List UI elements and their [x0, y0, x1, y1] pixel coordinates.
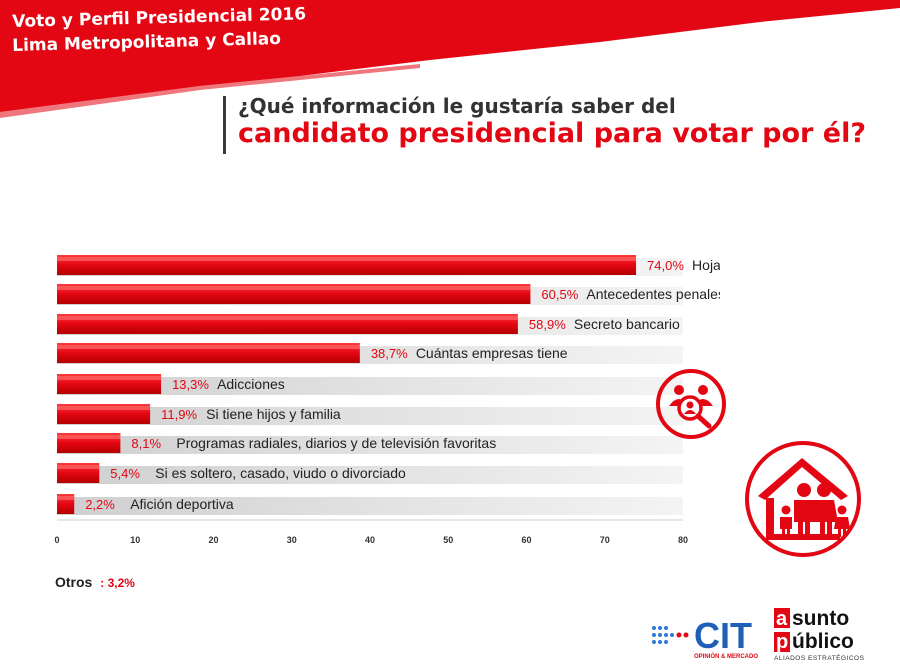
asunto-tagline: ALIADOS ESTRATÉGICOS [774, 653, 865, 662]
people-search-icon [656, 369, 726, 439]
x-tick-label: 80 [678, 535, 688, 545]
x-tick-label: 50 [443, 535, 453, 545]
value-label: 58,9% [529, 317, 566, 332]
x-tick-label: 40 [365, 535, 375, 545]
asunto-word: sunto [792, 607, 849, 630]
value-label: 5,4% [110, 466, 140, 481]
publico-word: úblico [792, 630, 854, 653]
bar-highlight [57, 316, 518, 320]
x-tick-label: 10 [130, 535, 140, 545]
svg-text:p: p [776, 631, 788, 653]
bar-track [57, 466, 683, 484]
value-label: 2,2% [85, 497, 115, 512]
bar-highlight [57, 345, 360, 349]
question-line-2: candidato presidencial para votar por él… [238, 118, 867, 149]
category-label: Secreto bancario [574, 316, 680, 332]
question-divider [223, 96, 226, 154]
svg-text:a: a [776, 608, 788, 630]
value-label: 13,3% [172, 377, 209, 392]
x-tick-label: 70 [600, 535, 610, 545]
bar-highlight [57, 286, 531, 290]
category-label: Adicciones [217, 376, 285, 392]
family-home-icon [745, 441, 861, 557]
bars-group: 74,0% Hoja de vida 60,5% Antecedentes penal… [57, 255, 720, 515]
bar-track [57, 436, 683, 454]
bar-highlight [57, 465, 100, 469]
x-tick-label: 20 [208, 535, 218, 545]
bar-highlight [57, 406, 151, 410]
category-label: Antecedentes penales y policiales [586, 286, 720, 302]
question-line-1: ¿Qué información le gustaría saber del [238, 94, 676, 118]
x-axis: 0 10 20 30 40 50 60 70 80 [54, 519, 688, 545]
asunto-publico-logo: a p sunto úblico ALIADOS ESTRATÉGICOS [774, 607, 865, 662]
bar-track [57, 497, 683, 515]
x-tick-label: 60 [521, 535, 531, 545]
bar-highlight [57, 496, 75, 500]
category-label: Hoja de vida [692, 257, 720, 273]
cit-wordmark: CIT [694, 615, 752, 656]
value-label: 38,7% [371, 346, 408, 361]
others-row: Otros : 3,2% [55, 574, 135, 590]
value-label: 8,1% [131, 436, 161, 451]
bar-track [57, 407, 683, 425]
bar-highlight [57, 257, 637, 261]
x-tick-label: 0 [54, 535, 59, 545]
value-label: 11,9% [161, 407, 197, 422]
others-label: Otros [55, 574, 93, 590]
bar-highlight [57, 435, 121, 439]
others-value: : 3,2% [100, 576, 135, 590]
category-label: Cuántas empresas tiene [416, 345, 568, 361]
bar-chart: 74,0% Hoja de vida 60,5% Antecedentes penal… [54, 255, 720, 545]
cit-tagline: OPINIÓN & MERCADO [694, 652, 758, 660]
category-label: Si tiene hijos y familia [206, 406, 341, 422]
value-label: 60,5% [541, 287, 578, 302]
x-tick-label: 30 [287, 535, 297, 545]
value-label: 74,0% [647, 258, 684, 273]
cit-logo: CIT OPINIÓN & MERCADO [652, 615, 758, 660]
category-label: Programas radiales, diarios y de televis… [176, 435, 496, 451]
category-label: Afición deportiva [130, 496, 234, 512]
bar-highlight [57, 376, 162, 380]
bar-track [57, 377, 683, 395]
header-banner [0, 0, 900, 118]
category-label: Si es soltero, casado, viudo o divorciad… [155, 465, 406, 481]
